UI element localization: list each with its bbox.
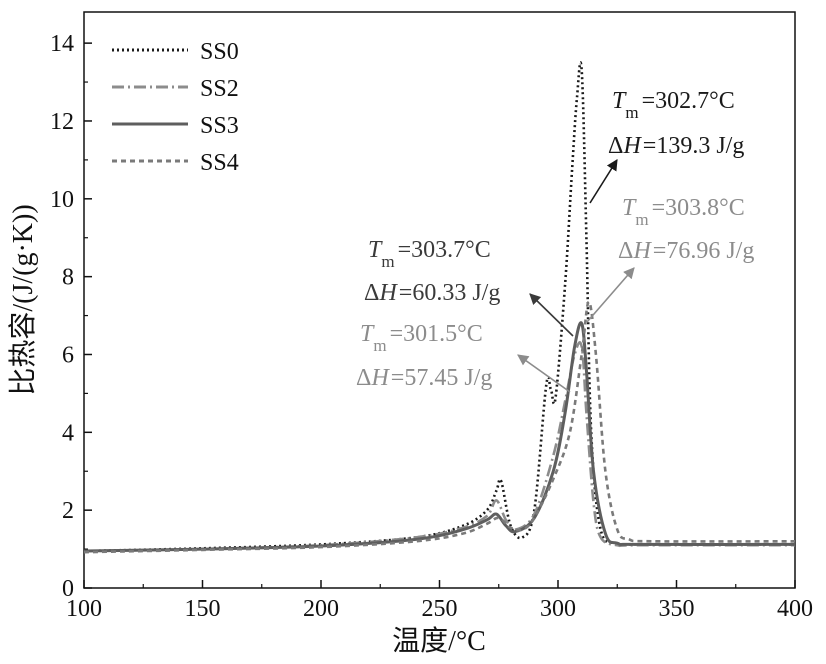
tm-symbol: T xyxy=(360,321,375,347)
dh-value: =60.33 J/g xyxy=(399,280,501,306)
tm-subscript: m xyxy=(625,103,638,122)
legend-label-ss2: SS2 xyxy=(200,76,239,102)
x-tick-label: 350 xyxy=(659,596,695,622)
annotation-dh: ΔH=60.33 J/g xyxy=(364,280,500,306)
h-symbol: H xyxy=(622,133,642,159)
series-lines xyxy=(83,61,796,554)
y-tick-label: 4 xyxy=(62,420,74,446)
delta-symbol: Δ xyxy=(364,280,379,306)
annotation-arrow-ss2 xyxy=(517,354,571,393)
x-tick-label: 400 xyxy=(777,596,813,622)
y-tick-label: 14 xyxy=(50,31,74,57)
annotation-tm: Tm =303.7°C xyxy=(368,237,491,271)
legend-label-ss3: SS3 xyxy=(200,113,239,139)
h-symbol: H xyxy=(370,365,390,391)
annotation-arrow-ss3 xyxy=(529,293,574,337)
legend-label-ss0: SS0 xyxy=(200,39,239,65)
annotation-tm: Tm =302.7°C xyxy=(612,88,735,122)
y-tick-label: 2 xyxy=(62,498,74,524)
annotation-ss4: Tm =303.8°C ΔH=76.96 J/g xyxy=(618,195,754,264)
y-tick-label: 8 xyxy=(62,265,74,291)
annotation-ss3: Tm =303.7°C ΔH=60.33 J/g xyxy=(364,237,500,306)
y-tick-label: 10 xyxy=(50,187,74,213)
annotation-arrow-ss0 xyxy=(589,159,618,204)
h-symbol: H xyxy=(378,280,398,306)
annotation-tm: Tm =301.5°C xyxy=(360,321,483,355)
dh-value: =76.96 J/g xyxy=(653,238,755,264)
x-tick-label: 200 xyxy=(303,596,339,622)
annotations: Tm =302.7°CΔH=139.3 J/gTm =303.8°CΔH=76.96… xyxy=(356,88,754,393)
tm-symbol: T xyxy=(612,88,627,114)
annotation-tm: Tm =303.8°C xyxy=(622,195,745,229)
tm-value: =303.7°C xyxy=(398,237,491,263)
y-tick-label: 6 xyxy=(62,342,74,368)
legend-label-ss4: SS4 xyxy=(200,150,239,176)
tm-value: =303.8°C xyxy=(652,195,745,221)
x-tick-label: 300 xyxy=(540,596,576,622)
y-tick-label: 12 xyxy=(50,109,74,135)
annotation-arrow-ss4 xyxy=(586,267,635,323)
tm-subscript: m xyxy=(381,252,394,271)
delta-symbol: Δ xyxy=(618,238,633,264)
tm-value: =302.7°C xyxy=(642,88,735,114)
legend: SS0 SS2 SS3 SS4 xyxy=(112,39,239,176)
x-axis-title: 温度/°C xyxy=(392,625,486,657)
annotation-dh: ΔH=57.45 J/g xyxy=(356,365,492,391)
dh-value: =139.3 J/g xyxy=(643,133,745,159)
x-tick-label: 100 xyxy=(66,596,102,622)
series-line-ss4 xyxy=(83,300,796,554)
x-tick-label: 150 xyxy=(185,596,221,622)
annotation-ss0: Tm =302.7°C ΔH=139.3 J/g xyxy=(608,88,744,159)
delta-symbol: Δ xyxy=(356,365,371,391)
annotation-ss2: Tm =301.5°C ΔH=57.45 J/g xyxy=(356,321,492,391)
delta-symbol: Δ xyxy=(608,133,623,159)
tm-value: =301.5°C xyxy=(390,321,483,347)
tm-subscript: m xyxy=(373,336,386,355)
y-tick-label: 0 xyxy=(62,576,74,602)
y-axis-title: 比热容/(J/(g·K)) xyxy=(7,204,39,395)
series-line-ss2 xyxy=(83,341,795,553)
tm-symbol: T xyxy=(622,195,637,221)
series-line-ss3 xyxy=(83,321,796,553)
tm-subscript: m xyxy=(635,210,648,229)
dh-value: =57.45 J/g xyxy=(391,365,493,391)
x-tick-label: 250 xyxy=(422,596,458,622)
annotation-dh: ΔH=139.3 J/g xyxy=(608,133,744,159)
tm-symbol: T xyxy=(368,237,383,263)
h-symbol: H xyxy=(632,238,652,264)
annotation-dh: ΔH=76.96 J/g xyxy=(618,238,754,264)
axes: 100 150 200 250 300 350 400 0 2 4 6 8 10 12 14 xyxy=(50,11,813,622)
